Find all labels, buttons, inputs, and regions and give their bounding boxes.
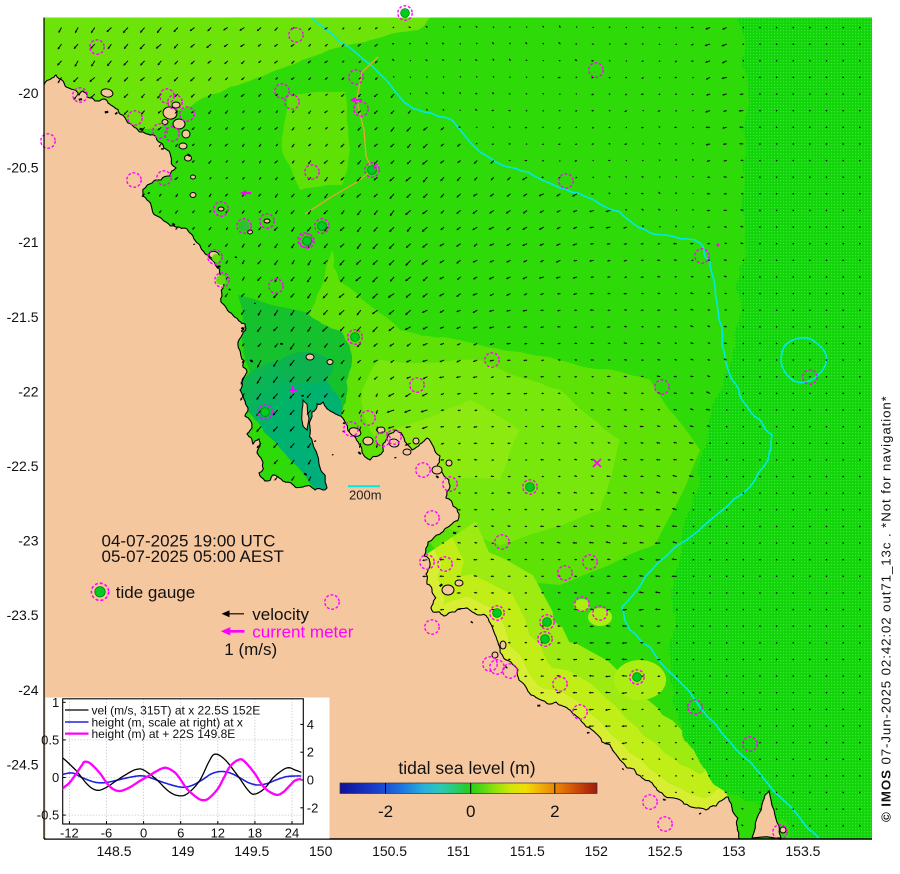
- svg-text:24: 24: [285, 826, 299, 841]
- svg-text:-20.5: -20.5: [7, 160, 39, 176]
- svg-text:149: 149: [171, 843, 195, 859]
- svg-text:148.5: 148.5: [96, 843, 131, 859]
- svg-text:200m: 200m: [349, 488, 382, 503]
- svg-text:4: 4: [307, 717, 314, 732]
- svg-text:1 (m/s): 1 (m/s): [224, 640, 277, 659]
- svg-text:149.5: 149.5: [234, 843, 269, 859]
- svg-text:150.5: 150.5: [372, 843, 407, 859]
- svg-text:153: 153: [722, 843, 746, 859]
- svg-text:height (m) at + 22S 149.8E: height (m) at + 22S 149.8E: [92, 727, 236, 741]
- svg-text:0: 0: [307, 773, 314, 788]
- svg-text:1: 1: [52, 695, 59, 710]
- svg-text:6: 6: [177, 826, 184, 841]
- svg-text:152.5: 152.5: [647, 843, 682, 859]
- svg-text:12: 12: [211, 826, 225, 841]
- svg-text:150: 150: [309, 843, 333, 859]
- svg-text:-20: -20: [18, 85, 38, 101]
- svg-text:0: 0: [52, 770, 59, 785]
- svg-text:-12: -12: [60, 826, 79, 841]
- svg-text:0: 0: [466, 802, 475, 821]
- svg-text:-21.5: -21.5: [7, 309, 39, 325]
- svg-text:05-07-2025 05:00 AEST: 05-07-2025 05:00 AEST: [102, 547, 284, 566]
- svg-text:151.5: 151.5: [510, 843, 545, 859]
- svg-text:2: 2: [550, 802, 559, 821]
- svg-text:151: 151: [447, 843, 471, 859]
- svg-text:0.5: 0.5: [41, 732, 59, 747]
- svg-text:2: 2: [307, 745, 314, 760]
- svg-text:vel (m/s, 315T) at x 22.5S 152: vel (m/s, 315T) at x 22.5S 152E: [92, 703, 261, 717]
- svg-text:height (m, scale at right) at: height (m, scale at right) at x: [92, 715, 243, 729]
- svg-text:-22: -22: [18, 383, 38, 399]
- svg-text:current meter: current meter: [252, 622, 353, 641]
- svg-text:-21: -21: [18, 234, 38, 250]
- svg-text:-23.5: -23.5: [7, 607, 39, 623]
- svg-text:152: 152: [585, 843, 609, 859]
- svg-text:18: 18: [248, 826, 262, 841]
- svg-text:-24.5: -24.5: [7, 756, 39, 772]
- svg-text:-2: -2: [378, 802, 393, 821]
- svg-text:tide gauge: tide gauge: [116, 583, 195, 602]
- svg-text:04-07-2025 19:00 UTC: 04-07-2025 19:00 UTC: [102, 532, 276, 551]
- svg-text:-2: -2: [307, 800, 319, 815]
- svg-text:153.5: 153.5: [785, 843, 820, 859]
- svg-text:-6: -6: [101, 826, 113, 841]
- svg-text:© IMOS 07-Jun-2025 02:42:02 ou: © IMOS 07-Jun-2025 02:42:02 out71_13c . …: [879, 395, 894, 822]
- svg-text:-23: -23: [18, 533, 38, 549]
- svg-text:velocity: velocity: [252, 605, 309, 624]
- svg-text:-24: -24: [18, 682, 38, 698]
- svg-text:-0.5: -0.5: [37, 808, 59, 823]
- svg-text:tidal sea level (m): tidal sea level (m): [398, 758, 535, 778]
- svg-text:0: 0: [140, 826, 147, 841]
- svg-text:-22.5: -22.5: [7, 458, 39, 474]
